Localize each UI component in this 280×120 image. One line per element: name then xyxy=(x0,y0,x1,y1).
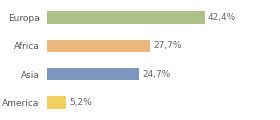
Bar xyxy=(47,39,150,52)
Text: 24,7%: 24,7% xyxy=(142,70,171,79)
Text: 5,2%: 5,2% xyxy=(69,98,92,107)
Bar xyxy=(47,11,205,24)
Text: 27,7%: 27,7% xyxy=(153,41,182,50)
Text: 42,4%: 42,4% xyxy=(208,13,236,22)
Bar xyxy=(47,96,66,109)
Bar xyxy=(47,68,139,81)
